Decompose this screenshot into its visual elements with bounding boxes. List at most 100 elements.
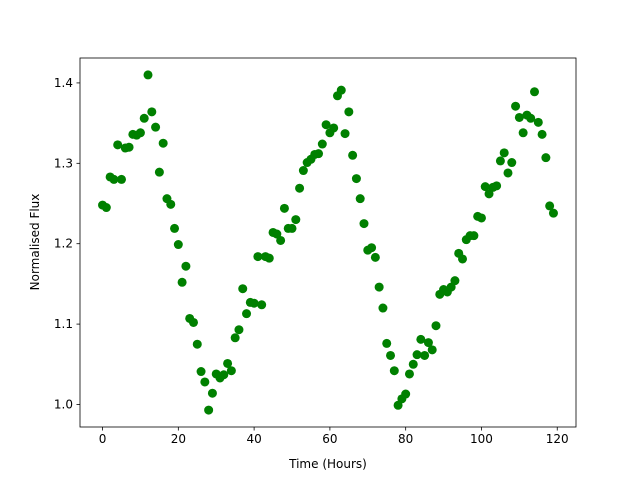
point <box>249 298 259 308</box>
point <box>116 174 126 184</box>
x-tick-label: 100 <box>470 432 493 446</box>
point <box>507 158 517 168</box>
point <box>480 182 490 192</box>
point <box>238 284 248 294</box>
x-tick-label: 120 <box>546 432 569 446</box>
point <box>526 113 536 123</box>
point <box>242 309 252 319</box>
point <box>503 168 513 178</box>
point <box>355 194 365 204</box>
point <box>458 254 468 264</box>
point <box>431 321 441 331</box>
point <box>499 148 509 158</box>
point <box>196 367 206 377</box>
point <box>317 139 327 149</box>
point <box>382 338 392 348</box>
point <box>545 201 555 211</box>
point <box>469 231 479 241</box>
point <box>181 261 191 271</box>
point <box>511 101 521 111</box>
point <box>374 282 384 292</box>
point <box>230 333 240 343</box>
point <box>351 174 361 184</box>
point <box>476 213 486 223</box>
point <box>404 369 414 379</box>
x-tick-label: 80 <box>398 432 413 446</box>
x-tick-label: 0 <box>99 432 107 446</box>
point <box>204 405 214 415</box>
point <box>340 129 350 139</box>
point <box>279 203 289 213</box>
axes-frame <box>79 57 577 428</box>
y-tick-label: 1.3 <box>54 156 73 170</box>
y-tick-label: 1.1 <box>54 317 73 331</box>
point <box>492 181 502 191</box>
point <box>329 123 339 133</box>
point <box>548 208 558 218</box>
point <box>295 183 305 193</box>
point <box>113 140 123 150</box>
point <box>139 113 149 123</box>
point <box>253 252 263 262</box>
point <box>389 366 399 376</box>
point <box>401 389 411 399</box>
point <box>188 317 198 327</box>
y-tick-label: 1.0 <box>54 397 73 411</box>
point <box>386 350 396 360</box>
point <box>219 370 229 380</box>
point <box>530 87 540 97</box>
point <box>226 366 236 376</box>
point <box>336 85 346 95</box>
point <box>124 142 134 152</box>
point <box>423 338 433 348</box>
point <box>537 129 547 139</box>
point <box>298 166 308 176</box>
point <box>408 359 418 369</box>
point <box>101 203 111 213</box>
x-axis-label: Time (Hours) <box>288 457 367 471</box>
point <box>177 277 187 287</box>
point <box>514 112 524 122</box>
point <box>321 120 331 130</box>
point <box>276 235 286 245</box>
point <box>223 358 233 368</box>
point <box>427 345 437 355</box>
point <box>359 219 369 229</box>
x-tick-label: 20 <box>171 432 186 446</box>
point <box>170 223 180 233</box>
point <box>207 388 217 398</box>
y-axis-label: Normalised Flux <box>28 194 42 291</box>
point <box>173 240 183 250</box>
x-tick-label: 40 <box>246 432 261 446</box>
point <box>420 350 430 360</box>
point <box>143 70 153 80</box>
point <box>291 215 301 225</box>
point <box>348 150 358 160</box>
point <box>416 334 426 344</box>
point <box>264 253 274 263</box>
point <box>367 243 377 253</box>
point <box>287 223 297 233</box>
point <box>151 122 161 132</box>
point <box>257 300 267 310</box>
y-tick-label: 1.4 <box>54 76 73 90</box>
y-tick-label: 1.2 <box>54 237 73 251</box>
point <box>518 128 528 138</box>
x-tick-label: 60 <box>322 432 337 446</box>
point <box>166 199 176 209</box>
point <box>200 377 210 387</box>
point <box>541 153 551 163</box>
point <box>533 117 543 127</box>
point <box>154 167 164 177</box>
point <box>450 276 460 286</box>
point <box>412 350 422 360</box>
point <box>158 138 168 148</box>
point <box>192 339 202 349</box>
point <box>344 107 354 117</box>
point <box>495 156 505 166</box>
point <box>314 149 324 159</box>
point <box>109 174 119 184</box>
point <box>234 325 244 335</box>
point <box>147 107 157 117</box>
